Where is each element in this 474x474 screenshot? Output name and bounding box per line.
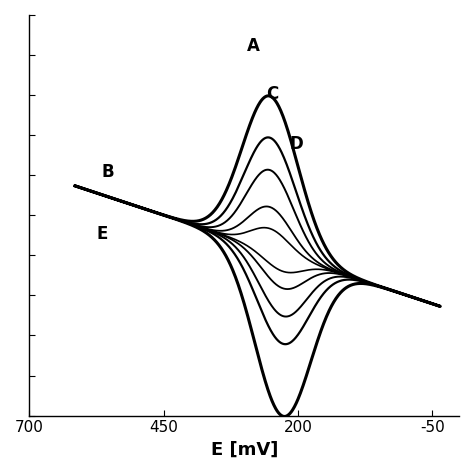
X-axis label: E [mV]: E [mV] <box>210 441 278 459</box>
Text: B: B <box>102 163 115 181</box>
Text: C: C <box>266 85 278 103</box>
Text: D: D <box>290 135 304 153</box>
Text: A: A <box>247 37 260 55</box>
Text: E: E <box>97 225 108 243</box>
